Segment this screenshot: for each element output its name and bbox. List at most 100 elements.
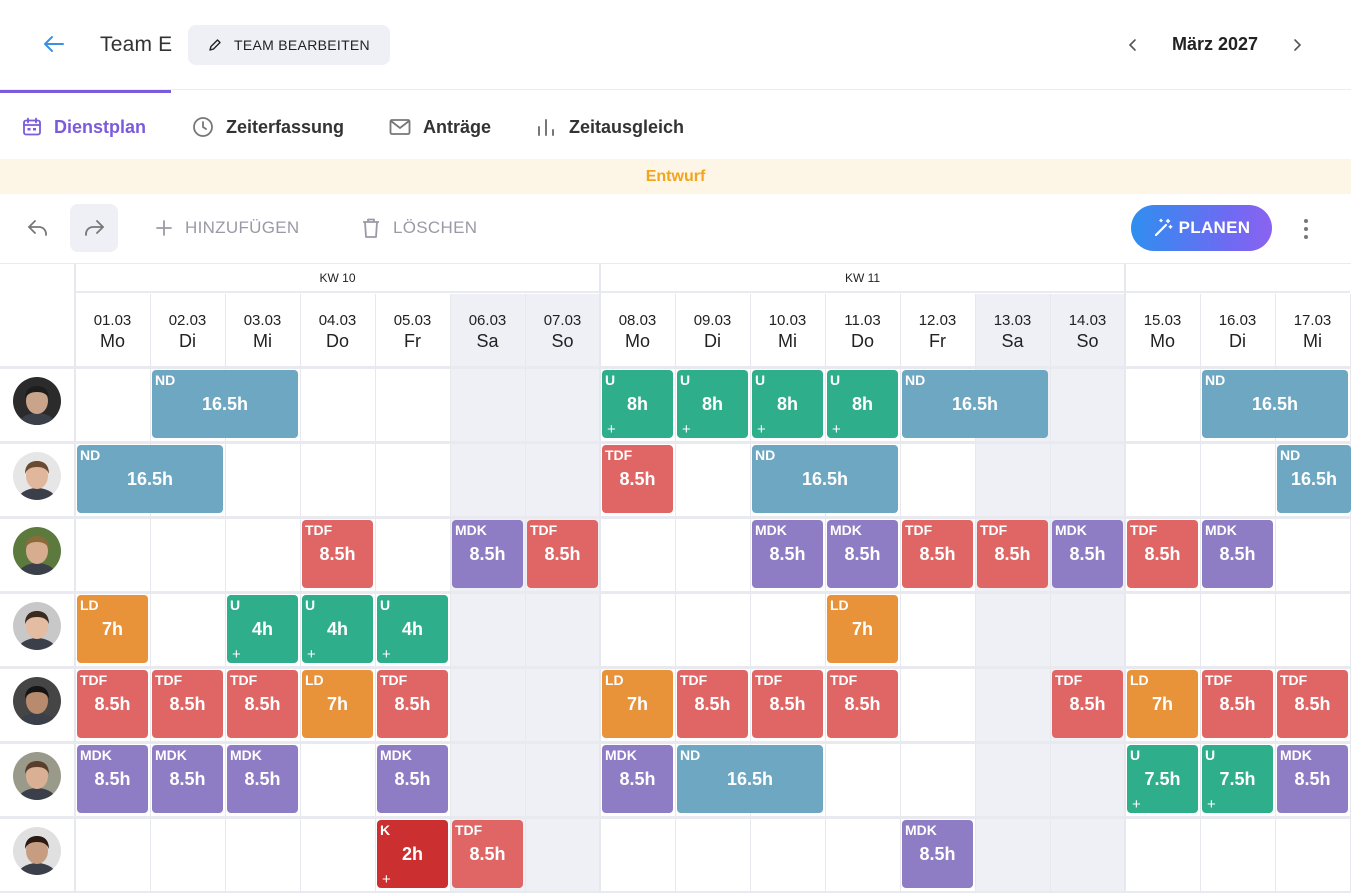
more-options-button[interactable] <box>1293 214 1319 244</box>
delete-button[interactable]: LÖSCHEN <box>361 214 477 242</box>
day-date: 04.03 <box>318 312 357 329</box>
shift-block[interactable]: U 4h + <box>377 595 448 663</box>
shift-block[interactable]: MDK 8.5h <box>227 745 298 813</box>
shift-block[interactable]: ND 16.5h <box>1202 370 1348 438</box>
shift-block[interactable]: MDK 8.5h <box>152 745 223 813</box>
shift-block[interactable]: TDF 8.5h <box>602 445 673 513</box>
tab-zeiterfassung[interactable]: Zeiterfassung <box>192 114 344 140</box>
edit-team-button[interactable]: TEAM BEARBEITEN <box>188 25 390 65</box>
shift-block[interactable]: TDF 8.5h <box>77 670 148 738</box>
shift-hours: 8.5h <box>1069 544 1106 564</box>
previous-month-button[interactable] <box>1122 33 1144 57</box>
add-label: HINZUFÜGEN <box>185 218 300 237</box>
shift-block[interactable]: U 4h + <box>302 595 373 663</box>
shift-code: MDK <box>1205 522 1237 538</box>
shift-block[interactable]: TDF 8.5h <box>527 520 598 588</box>
shift-block[interactable]: LD 7h <box>602 670 673 738</box>
tab-label: Anträge <box>423 116 492 137</box>
shift-block[interactable]: LD 7h <box>77 595 148 663</box>
shift-code: U <box>680 372 691 388</box>
day-date: 15.03 <box>1143 312 1182 329</box>
shift-code: MDK <box>380 747 412 763</box>
shift-block[interactable]: TDF 8.5h <box>1127 520 1198 588</box>
shift-block[interactable]: U 7.5h + <box>1127 745 1198 813</box>
shift-block[interactable]: MDK 8.5h <box>902 820 973 888</box>
row-divider <box>0 666 1351 669</box>
shift-block[interactable]: TDF 8.5h <box>977 520 1048 588</box>
plan-button[interactable]: PLANEN <box>1131 205 1272 251</box>
shift-code: ND <box>1280 447 1301 463</box>
shift-block[interactable]: ND 16.5h <box>677 745 823 813</box>
shift-block[interactable]: LD 7h <box>302 670 373 738</box>
user-photo-icon <box>13 602 61 650</box>
back-button[interactable] <box>40 30 68 58</box>
plus-icon: + <box>1132 796 1141 813</box>
arrow-left-icon <box>44 36 64 52</box>
shift-block[interactable]: MDK 8.5h <box>1052 520 1123 588</box>
shift-block[interactable]: K 2h + <box>377 820 448 888</box>
shift-code: TDF <box>380 672 408 688</box>
shift-hours: 8.5h <box>769 544 806 564</box>
day-header: 09.03 Di <box>675 294 750 366</box>
shift-block[interactable]: U 8h + <box>677 370 748 438</box>
shift-block[interactable]: TDF 8.5h <box>152 670 223 738</box>
shift-code: TDF <box>755 672 783 688</box>
shift-block[interactable]: TDF 8.5h <box>902 520 973 588</box>
week-divider <box>599 264 601 893</box>
shift-hours: 8.5h <box>1219 544 1256 564</box>
shift-block[interactable]: ND 16.5h <box>752 445 898 513</box>
shift-block[interactable]: MDK 8.5h <box>1202 520 1273 588</box>
shift-code: TDF <box>830 672 858 688</box>
shift-hours: 8.5h <box>919 544 956 564</box>
shift-block[interactable]: U 7.5h + <box>1202 745 1273 813</box>
shift-block[interactable]: MDK 8.5h <box>377 745 448 813</box>
shift-block[interactable]: MDK 8.5h <box>452 520 523 588</box>
shift-block[interactable]: TDF 8.5h <box>1052 670 1123 738</box>
add-button[interactable]: HINZUFÜGEN <box>155 214 299 242</box>
shift-block[interactable]: LD 7h <box>827 595 898 663</box>
shift-block[interactable]: TDF 8.5h <box>227 670 298 738</box>
shift-block[interactable]: U 8h + <box>827 370 898 438</box>
shift-block[interactable]: TDF 8.5h <box>1202 670 1273 738</box>
shift-block[interactable]: TDF 8.5h <box>827 670 898 738</box>
shift-code: ND <box>155 372 176 388</box>
day-weekday: Fr <box>404 331 421 351</box>
tab-dienstplan[interactable]: Dienstplan <box>22 114 146 140</box>
shift-block[interactable]: U 8h + <box>602 370 673 438</box>
shift-block[interactable]: MDK 8.5h <box>602 745 673 813</box>
undo-button[interactable] <box>14 204 62 252</box>
shift-block[interactable]: TDF 8.5h <box>752 670 823 738</box>
shift-code: U <box>1130 747 1141 763</box>
shift-block[interactable]: MDK 8.5h <box>1277 745 1348 813</box>
user-photo-icon <box>13 527 61 575</box>
shift-code: TDF <box>1205 672 1233 688</box>
shift-block[interactable]: ND 16.5h <box>152 370 298 438</box>
shift-block[interactable]: TDF 8.5h <box>1277 670 1348 738</box>
shift-block[interactable]: U 8h + <box>752 370 823 438</box>
week-divider <box>74 264 76 893</box>
shift-hours: 8.5h <box>94 694 131 714</box>
chevron-right-icon <box>1294 39 1302 51</box>
shift-block[interactable]: TDF 8.5h <box>377 670 448 738</box>
avatar <box>13 527 61 575</box>
shift-block[interactable]: MDK 8.5h <box>827 520 898 588</box>
shift-block[interactable]: ND 16.5h <box>77 445 223 513</box>
shift-block[interactable]: ND 16.5h <box>902 370 1048 438</box>
shift-block[interactable]: U 4h + <box>227 595 298 663</box>
tab-zeitausgleich[interactable]: Zeitausgleich <box>535 114 684 140</box>
shift-block[interactable]: MDK 8.5h <box>752 520 823 588</box>
day-date: 03.03 <box>243 312 282 329</box>
shift-block[interactable]: ND 16.5h <box>1277 445 1351 513</box>
tab-antraege[interactable]: Anträge <box>389 114 491 140</box>
shift-code: MDK <box>1055 522 1087 538</box>
next-month-button[interactable] <box>1286 33 1308 57</box>
trash-icon <box>363 218 379 238</box>
shift-block[interactable]: TDF 8.5h <box>677 670 748 738</box>
shift-block[interactable]: TDF 8.5h <box>302 520 373 588</box>
shift-block[interactable]: MDK 8.5h <box>77 745 148 813</box>
shift-block[interactable]: TDF 8.5h <box>452 820 523 888</box>
shift-hours: 2h <box>401 844 423 864</box>
redo-button[interactable] <box>70 204 118 252</box>
tab-label: Zeitausgleich <box>569 116 685 137</box>
shift-block[interactable]: LD 7h <box>1127 670 1198 738</box>
